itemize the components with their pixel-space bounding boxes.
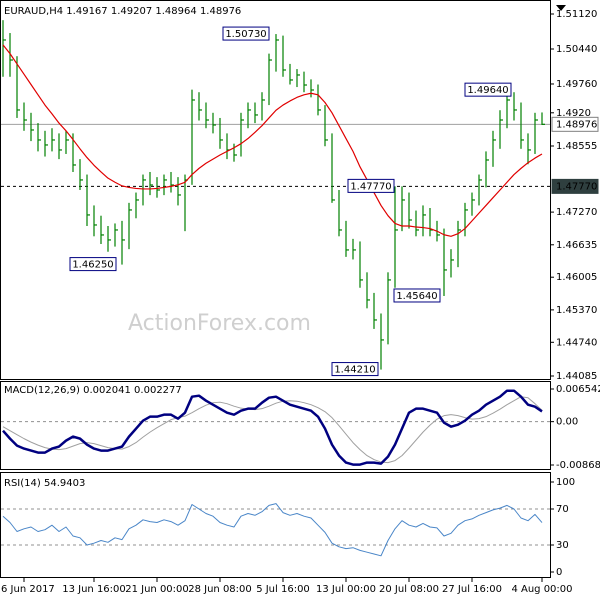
y-tick-label: 1.48555 [556, 141, 597, 152]
annotation-box [331, 362, 379, 377]
y-tick-label: 1.44740 [556, 337, 597, 348]
watermark: ActionForex.com [128, 311, 311, 336]
title-value: 1.49207 [111, 6, 152, 17]
title-value: 1.49167 [66, 6, 107, 17]
y-tick-label: 1.46635 [556, 240, 597, 251]
x-tick-label: 4 Aug 00:00 [511, 584, 572, 595]
panel-title: RSI(14) 54.9403 [4, 478, 85, 489]
annotation-box [69, 257, 117, 272]
y-tick-label: 1.4920 [556, 108, 591, 119]
x-tick-label: 13 Jul 00:00 [316, 584, 376, 595]
annotation-label: 1.50730 [225, 29, 266, 40]
y-tick-label: 1.45370 [556, 305, 597, 316]
y-tick-label: 70 [556, 504, 569, 515]
y-tick-label: 1.49760 [556, 79, 597, 90]
annotation-label: 1.45640 [396, 291, 437, 302]
series-line [2, 389, 543, 466]
y-tick-label: 0.00 [556, 417, 578, 428]
x-tick-label: 28 Jun 08:00 [188, 584, 252, 595]
title-value: 0.002041 [83, 385, 131, 396]
title-value: 1.48976 [200, 6, 241, 17]
x-tick-label: 5 Jul 16:00 [256, 584, 310, 595]
series-line [2, 503, 543, 557]
y-tick-label: 1.51120 [556, 9, 597, 20]
title: MACD(12,26,9) [4, 385, 80, 396]
y-tick-label: 30 [556, 540, 569, 551]
current-price-label: 1.48976 [556, 119, 597, 130]
x-tick-label: 27 Jul 16:00 [442, 584, 502, 595]
annotation-label: 1.44210 [334, 365, 375, 376]
y-tick-label: 0 [556, 567, 562, 578]
title-value: 0.002277 [134, 385, 182, 396]
annotation-box [222, 26, 270, 41]
x-tick-label: 13 Jun 16:00 [62, 584, 126, 595]
title: RSI(14) [4, 478, 41, 489]
y-tick-label: 0.006542 [556, 384, 600, 395]
annotation-box [464, 82, 512, 97]
annotation-box [347, 178, 395, 193]
annotation-label: 1.46250 [72, 260, 113, 271]
x-tick-label: 6 Jun 2017 [1, 584, 55, 595]
series-line [2, 396, 543, 464]
level-label: 1.47770 [556, 181, 597, 192]
current-price-box [551, 116, 599, 132]
menu-arrow [556, 5, 566, 11]
annotation-box [393, 288, 441, 303]
title-value: 1.48964 [155, 6, 196, 17]
x-tick-label: 20 Jul 08:00 [379, 584, 439, 595]
moving-average [2, 44, 543, 237]
level-box [551, 178, 599, 194]
title: EURAUD,H4 [4, 6, 63, 17]
y-tick-label: 1.44085 [556, 371, 597, 382]
panel-title: MACD(12,26,9) 0.002041 0.002277 [4, 385, 182, 396]
y-tick-label: -0.008684 [556, 460, 600, 471]
annotation-label: 1.47770 [350, 181, 391, 192]
y-tick-label: 100 [556, 477, 575, 488]
annotation-label: 1.49640 [467, 85, 508, 96]
title-value: 54.9403 [44, 478, 85, 489]
y-tick-label: 1.46005 [556, 272, 597, 283]
y-tick-label: 1.50440 [556, 44, 597, 55]
panel-title: EURAUD,H4 1.49167 1.49207 1.48964 1.4897… [4, 6, 241, 17]
y-tick-label: 1.47270 [556, 207, 597, 218]
x-tick-label: 21 Jun 00:00 [125, 584, 189, 595]
